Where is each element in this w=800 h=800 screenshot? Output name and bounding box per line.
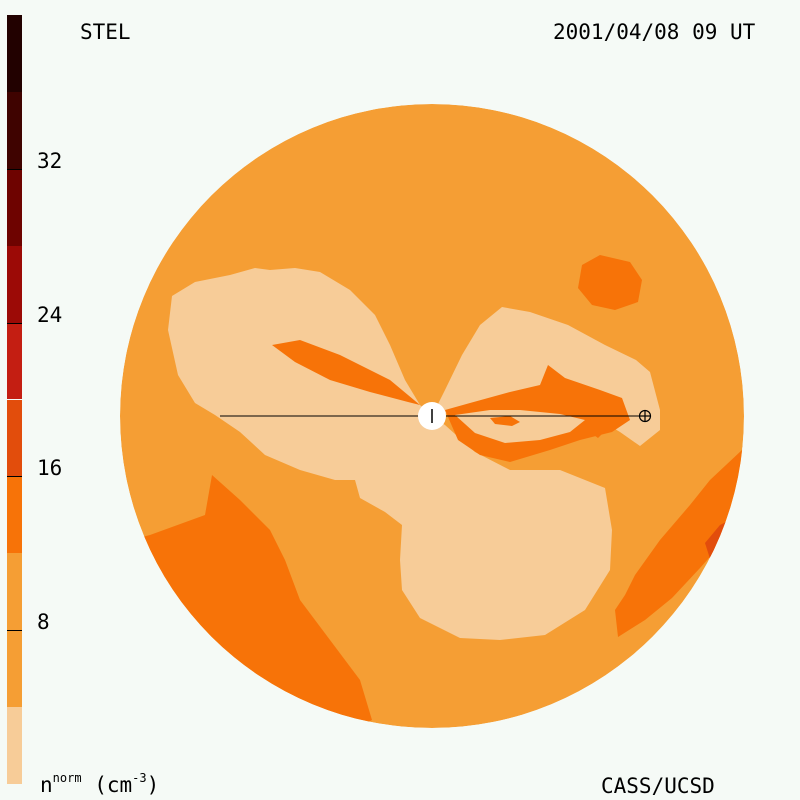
unit-superscript: norm: [52, 771, 82, 785]
colorbar-level-2: [7, 476, 22, 554]
colorbar-tick-label: 16: [37, 456, 63, 481]
colorbar-level-4: [7, 322, 22, 400]
colorbar-level-3: [7, 399, 22, 477]
colorbar-level-6: [7, 168, 22, 246]
density-filament-west: [272, 340, 420, 405]
colorbar-level-5: [7, 245, 22, 323]
unit-paren-open: (cm: [81, 773, 133, 797]
colorbar-tick: [7, 322, 22, 324]
instrument-label: STEL: [80, 20, 131, 44]
density-filament-east-inner: [455, 410, 585, 443]
colorbar-level-7: [7, 91, 22, 169]
density-spot-east-b: [580, 417, 606, 438]
colorbar-tick-label: 32: [37, 148, 63, 173]
credit-label: CASS/UCSD: [601, 774, 715, 798]
density-disk: [120, 104, 744, 728]
earth-icon: [638, 409, 652, 423]
unit-power: -3: [132, 771, 147, 785]
colorbar-tick: [7, 168, 22, 170]
density-region-low-west: [168, 268, 612, 640]
density-region-east: [615, 430, 744, 637]
density-region-northeast: [578, 255, 642, 310]
datetime-label: 2001/04/08 09 UT: [553, 20, 756, 44]
colorbar-unit-label: nnorm (cm-3): [40, 772, 159, 796]
colorbar-level-0: [7, 707, 22, 784]
unit-paren-close: ): [146, 773, 160, 797]
density-colorbar: 8 16 24 32: [7, 15, 62, 784]
unit-symbol: n: [40, 773, 53, 797]
density-spot-east-a: [490, 416, 520, 426]
colorbar-tick-label: 8: [37, 610, 50, 635]
colorbar-tick: [7, 476, 22, 478]
colorbar-level-8: [7, 15, 22, 92]
colorbar-tick: [7, 630, 22, 632]
colorbar-tick-label: 24: [37, 302, 63, 327]
